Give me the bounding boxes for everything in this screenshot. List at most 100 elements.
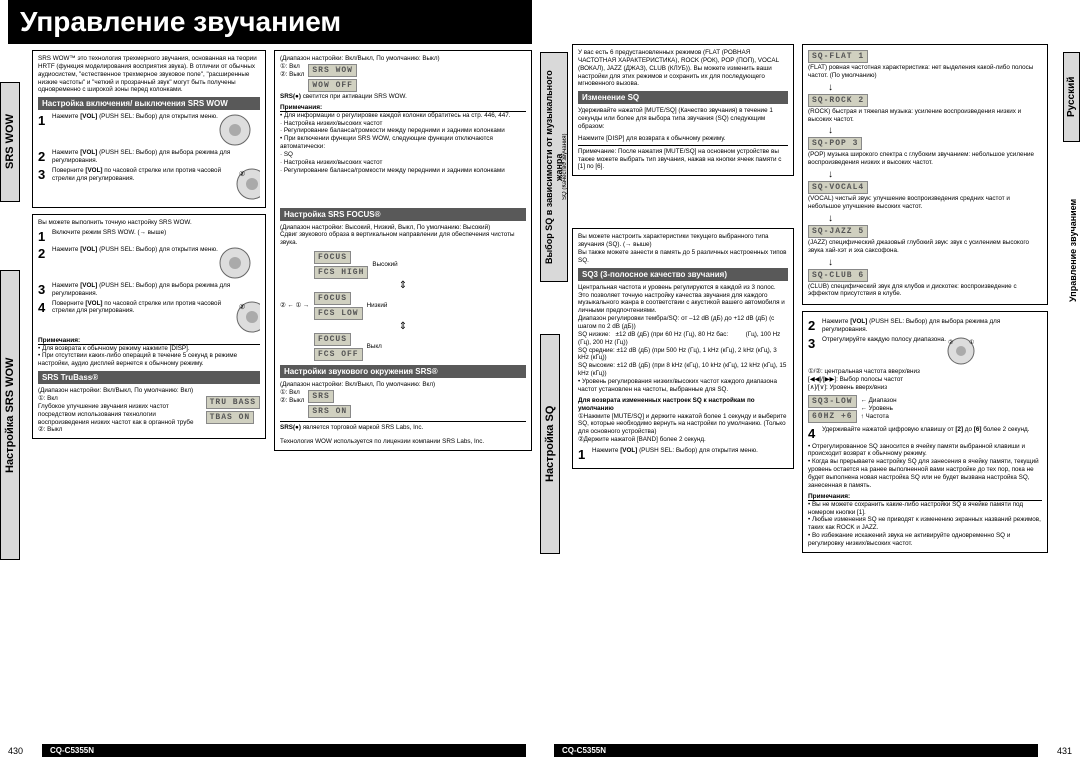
note: · Регулирование баланса/громкости между … xyxy=(280,167,526,175)
preset-desc: (CLUB) специфический звук для клубов и д… xyxy=(808,283,1042,299)
step-num: 3 xyxy=(38,282,48,297)
lcd-display: FOCUS xyxy=(314,251,351,264)
down-arrow-icon: ↓ xyxy=(808,125,1042,136)
lbl: ↑ Частота xyxy=(861,413,897,421)
knob-icon: ②① xyxy=(235,167,260,201)
opt-off: ②: Выкл xyxy=(280,71,304,79)
svg-text:②: ② xyxy=(948,339,953,346)
sq-preset-row: SQ-ROCK 2(ROCK) быстрая и тяжелая музыка… xyxy=(808,93,1042,124)
step3-sub: [◀◀]/[▶▶]: Выбор полосы частот xyxy=(808,376,1042,384)
note: • Отрегулированное SQ заносится в ячейку… xyxy=(808,443,1042,459)
text: Нажмите [DISP] для возврата к обычному р… xyxy=(578,135,788,143)
lcd-display: SQ-VOCAL4 xyxy=(808,181,868,194)
lbl: ← Уровень xyxy=(861,405,897,413)
freq-high: SQ высокие: ±12 dB (дБ) (при 8 kHz (кГц)… xyxy=(578,362,788,378)
sq-preset-row: SQ-POP 3(POP) музыка широкого спектра с … xyxy=(808,136,1042,167)
step-text: Нажмите [VOL] (PUSH SEL: Выбор) для выбо… xyxy=(822,318,1042,334)
lcd-display: FCS OFF xyxy=(314,348,363,361)
note: • Уровень регулирования низких/высоких ч… xyxy=(578,378,788,394)
box-sq-presets: SQ-FLAT 1(FLAT) ровная частотная характе… xyxy=(802,44,1048,305)
restore-step: ②Держите нажатой [BAND] более 2 секунд. xyxy=(578,436,788,444)
step-text: Удерживайте нажатой цифровую клавишу от … xyxy=(822,426,1029,434)
hdr-sq-change: Изменение SQ xyxy=(578,91,788,104)
restore-step: ①Нажмите [MUTE/SQ] и держите нажатой бол… xyxy=(578,413,788,437)
lcd-display: SRS xyxy=(308,390,333,403)
lcd-display: SRS ON xyxy=(308,405,351,418)
range: (Диапазон настройки: Вкл/Выкл, По умолча… xyxy=(280,55,526,63)
down-arrow-icon: ↓ xyxy=(808,213,1042,224)
step-text: Поверните [VOL] по часовой стрелке или п… xyxy=(52,300,235,316)
svg-text:②: ② xyxy=(239,303,245,311)
lcd-display: TRU BASS xyxy=(206,396,260,409)
led-note: SRS(●) светится при активации SRS WOW. xyxy=(280,93,526,101)
opt-desc: Глубокое улучшение звучания низких часто… xyxy=(38,403,202,427)
step-num: 1 xyxy=(38,113,48,128)
intro: Вы можете настроить характеристики текущ… xyxy=(578,233,788,249)
lcd-display: FOCUS xyxy=(314,333,351,346)
step-text: Отрегулируйте каждую полосу диапазона. xyxy=(822,336,946,344)
lbl: Выкл xyxy=(367,343,382,351)
hdr-toggle: Настройка включения/ выключения SRS WOW xyxy=(38,97,260,110)
lcd-display: TBAS ON xyxy=(206,411,255,424)
box-sq-steps2: 2 Нажмите [VOL] (PUSH SEL: Выбор) для вы… xyxy=(802,311,1048,553)
lcd-display: FCS HIGH xyxy=(314,266,368,279)
sq-preset-row: SQ-VOCAL4(VOCAL) чистый звук: улучшение … xyxy=(808,180,1042,211)
updown-arrow-icon: ⇕ xyxy=(280,321,526,332)
note: • При включении функции SRS WOW, следующ… xyxy=(280,135,526,151)
hdr-trubass: SRS TruBass® xyxy=(38,371,260,384)
lcd-display: SRS WOW xyxy=(308,64,357,77)
note: • Во избежание искажений звука не активи… xyxy=(808,532,1042,548)
note: • При отсутствии каких-либо операций в т… xyxy=(38,352,260,368)
step3-sub: ①/②: центральная частота вверх/вниз xyxy=(808,368,1042,376)
step-num: 4 xyxy=(38,300,48,315)
lcd-display: SQ-ROCK 2 xyxy=(808,94,868,107)
step-num: 2 xyxy=(808,318,818,333)
page-number: 431 xyxy=(1044,746,1072,756)
note: • Любые изменения SQ не приводят к измен… xyxy=(808,516,1042,532)
down-arrow-icon: ↓ xyxy=(808,82,1042,93)
intro2: Вы можете выполнить точную настройку SRS… xyxy=(38,219,260,227)
lcd-display: FOCUS xyxy=(314,292,351,305)
down-arrow-icon: ↓ xyxy=(808,169,1042,180)
sq-preset-row: SQ-JAZZ 5(JAZZ) специфический джазовый г… xyxy=(808,224,1042,255)
step-text: Нажмите [VOL] (PUSH SEL: Выбор) для откр… xyxy=(592,447,758,455)
lbl: Низкий xyxy=(367,302,388,310)
trademark: SRS(●) является торговой маркой SRS Labs… xyxy=(280,424,526,432)
desc: Сдвиг звукового образа в вертикальном на… xyxy=(280,231,526,247)
lbl: Высокий xyxy=(372,261,397,269)
step-num: 2 xyxy=(38,246,48,261)
restore-hdr: Для возврата измененных настроек SQ к на… xyxy=(578,397,788,413)
intro: Вы также можете занести в память до 5 ра… xyxy=(578,249,788,265)
step-text: Нажмите [VOL] (PUSH SEL: Выбор) для выбо… xyxy=(52,149,260,165)
lcd-display: WOW OFF xyxy=(308,79,357,92)
svg-text:②: ② xyxy=(239,170,245,178)
svg-text:①: ① xyxy=(969,339,974,346)
preset-desc: (FLAT) ровная частотная характеристика: … xyxy=(808,64,1042,80)
desc: Центральная частота и уровень регулируют… xyxy=(578,284,788,315)
freq-low: SQ низкие: ±12 dB (дБ) (при 60 Hz (Гц), … xyxy=(578,331,788,347)
step-text: Нажмите [VOL] (PUSH SEL: Выбор) для откр… xyxy=(52,113,218,121)
step-num: 3 xyxy=(808,336,818,351)
lcd-display: SQ-CLUB 6 xyxy=(808,269,868,282)
note: · Регулирование баланса/громкости между … xyxy=(280,127,526,135)
note: · SQ xyxy=(280,151,526,159)
note: • Вы не можете сохранить какие-либо наст… xyxy=(808,501,1042,517)
step-num: 3 xyxy=(38,167,48,182)
knob-icon: ②① xyxy=(235,300,260,334)
step3-sub: [∧]/[∨]: Уровень вверх/вниз xyxy=(808,384,1042,392)
step-num: 1 xyxy=(38,229,48,244)
hdr-srs-surround: Настройки звукового окружения SRS® xyxy=(280,365,526,378)
knob-icon: ②① xyxy=(946,336,976,366)
box-sq-change: У вас есть 6 предустановленных режимов (… xyxy=(572,44,794,176)
opt-on: ①: Вкл xyxy=(280,389,304,397)
box-srswow-fine: Вы можете выполнить точную настройку SRS… xyxy=(32,214,266,439)
down-arrow-icon: ↓ xyxy=(808,257,1042,268)
note: Примечание: После нажатия [MUTE/SQ] на о… xyxy=(578,148,788,172)
notes-hdr: Примечания: xyxy=(808,493,1042,501)
hdr-focus: Настройка SRS FOCUS® xyxy=(280,208,526,221)
notes-hdr: Примечания: xyxy=(38,337,260,345)
updown-arrow-icon: ⇕ xyxy=(280,280,526,291)
step-num: 1 xyxy=(578,447,588,462)
note: • Когда вы прерываете настройку SQ для з… xyxy=(808,458,1042,489)
lcd-display: SQ-FLAT 1 xyxy=(808,50,868,63)
